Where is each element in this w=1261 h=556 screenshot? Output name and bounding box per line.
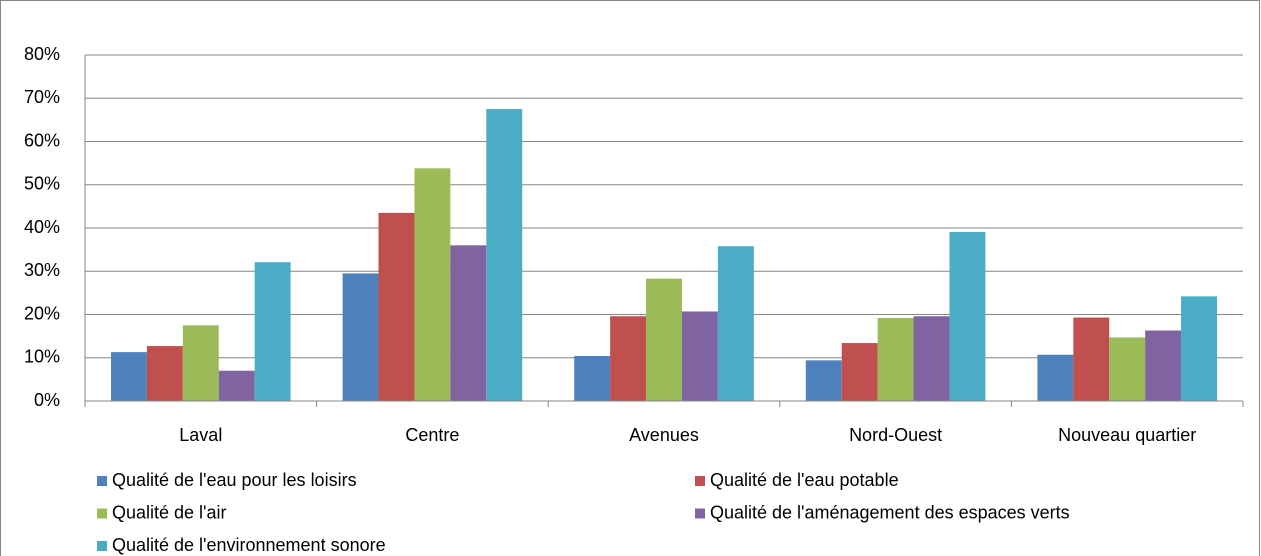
bar — [342, 273, 379, 401]
x-tick-label: Nouveau quartier — [1058, 425, 1196, 445]
bar — [610, 316, 647, 401]
y-tick-label: 40% — [24, 217, 60, 237]
legend-swatch — [97, 476, 107, 486]
bar — [1037, 354, 1074, 401]
bar — [378, 212, 415, 401]
legend-swatch — [695, 476, 705, 486]
bar — [717, 246, 754, 401]
x-tick-label: Centre — [405, 425, 459, 445]
legend-swatch — [97, 541, 107, 551]
legend-label: Qualité de l'aménagement des espaces ver… — [710, 502, 1070, 522]
y-tick-label: 70% — [24, 87, 60, 107]
bar — [574, 356, 611, 401]
bar — [254, 262, 291, 401]
bar — [1073, 317, 1110, 401]
bar — [486, 109, 523, 401]
legend-swatch — [695, 508, 705, 519]
x-tick-label: Nord-Ouest — [849, 425, 942, 445]
bar — [1145, 330, 1182, 401]
bar — [913, 316, 950, 401]
bar — [1181, 296, 1217, 401]
legend-label: Qualité de l'eau pour les loisirs — [112, 470, 357, 490]
y-tick-label: 80% — [24, 44, 60, 64]
legend-label: Qualité de l'eau potable — [710, 470, 899, 490]
bar — [646, 278, 682, 401]
x-tick-label: Laval — [179, 425, 222, 445]
bar — [146, 346, 183, 401]
bar — [450, 245, 487, 401]
y-tick-label: 50% — [24, 174, 60, 194]
bar — [949, 231, 986, 401]
bar — [111, 352, 147, 401]
bar — [414, 168, 451, 401]
y-tick-label: 0% — [34, 390, 60, 410]
bar — [1109, 337, 1146, 401]
bar — [805, 360, 842, 401]
bar — [877, 317, 914, 401]
x-tick-label: Avenues — [629, 425, 699, 445]
y-tick-label: 60% — [24, 130, 60, 150]
legend-label: Qualité de l'air — [112, 502, 227, 522]
legend-swatch — [97, 508, 107, 519]
bar — [841, 343, 878, 401]
bar — [218, 370, 255, 401]
legend-label: Qualité de l'environnement sonore — [112, 535, 386, 555]
y-tick-label: 20% — [24, 303, 60, 323]
bar — [681, 311, 718, 401]
y-tick-label: 30% — [24, 260, 60, 280]
y-tick-label: 10% — [24, 347, 60, 367]
bar — [182, 325, 219, 401]
